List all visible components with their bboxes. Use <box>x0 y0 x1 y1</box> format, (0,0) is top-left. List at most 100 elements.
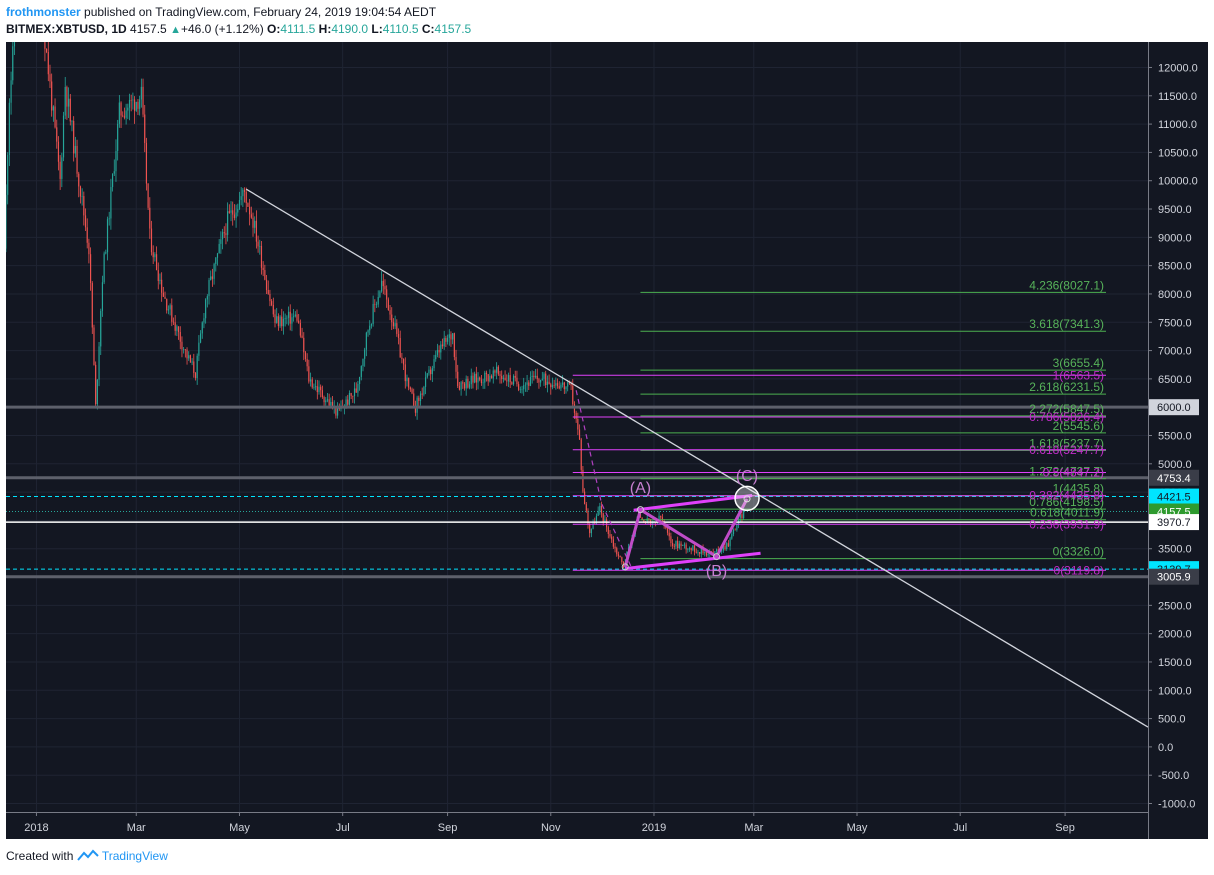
candle-up <box>198 335 200 362</box>
candle-down <box>533 371 535 381</box>
candle-down <box>269 289 271 307</box>
candle-body <box>108 218 110 220</box>
candle-body <box>221 232 224 240</box>
candle-body <box>423 386 425 395</box>
candle-body <box>402 359 405 365</box>
candle-up <box>604 515 606 522</box>
candle-down <box>123 107 126 120</box>
candle-body <box>284 318 286 319</box>
candle-down <box>161 272 163 302</box>
candle-down <box>296 309 298 323</box>
candle-body <box>737 517 740 525</box>
candle-down <box>671 539 674 549</box>
price-tick-label: 10000.0 <box>1158 176 1198 188</box>
candle-body <box>440 344 442 353</box>
candle-down <box>518 381 520 392</box>
candle-body <box>252 217 254 228</box>
candle-body <box>233 214 235 218</box>
candle-body <box>616 548 618 555</box>
candle-body <box>546 381 548 385</box>
candle-body <box>587 510 589 525</box>
price-tick-label: 1000.0 <box>1158 685 1192 697</box>
candle-body <box>51 81 53 111</box>
candle-up <box>213 262 215 285</box>
candle-down <box>472 372 474 389</box>
candle-down <box>445 335 447 348</box>
author-name[interactable]: frothmonster <box>6 5 81 19</box>
price-tag-label-3970.7: 3970.7 <box>1157 517 1191 529</box>
tradingview-brand[interactable]: TradingView <box>101 849 168 863</box>
candle-up <box>512 374 515 386</box>
candle-down <box>350 392 352 400</box>
candle-up <box>436 343 439 358</box>
candle-body <box>521 389 523 390</box>
candle-body <box>159 279 161 281</box>
chart-header: frothmonster published on TradingView.co… <box>0 0 1214 42</box>
candle-down <box>301 327 303 339</box>
candle-body <box>595 515 598 524</box>
candle-body <box>130 99 132 101</box>
candle-up <box>205 298 207 324</box>
price-tick-label: 0.0 <box>1158 742 1173 754</box>
candle-down <box>580 437 582 475</box>
candle-body <box>682 544 684 546</box>
candle-down <box>267 280 269 295</box>
candle-up <box>555 377 557 390</box>
time-axis-bg <box>6 812 1148 839</box>
candle-up <box>111 173 114 192</box>
candle-body <box>282 318 285 327</box>
candle-body <box>100 310 102 347</box>
candle-up <box>560 382 562 391</box>
candle-down <box>189 354 192 363</box>
candle-body <box>142 86 144 115</box>
candle-body <box>382 280 384 287</box>
candle-down <box>84 208 87 232</box>
candle-body <box>702 548 704 554</box>
candle-body <box>367 330 369 333</box>
candle-down <box>609 530 611 539</box>
price-tick-label: 9000.0 <box>1158 232 1192 244</box>
candle-down <box>298 314 300 324</box>
candle-up <box>10 71 12 115</box>
candle-body <box>240 196 242 200</box>
candle-body <box>494 370 496 373</box>
candle-body <box>355 388 357 393</box>
candle-body <box>545 373 547 385</box>
candle-body <box>335 406 337 416</box>
candle-body <box>286 317 288 319</box>
candle-down <box>323 395 325 407</box>
candle-down <box>66 85 68 120</box>
candle-down <box>397 328 400 345</box>
grid-lines <box>6 42 1148 812</box>
candle-body <box>668 532 670 537</box>
candle-up <box>259 239 261 255</box>
candle-up <box>110 178 112 230</box>
candle-down <box>56 119 58 149</box>
candle-down <box>47 42 49 82</box>
candle-down <box>303 332 305 361</box>
candle-up <box>367 329 369 337</box>
candle-up <box>117 119 119 161</box>
price-tag-bg-4753.4 <box>1149 469 1199 486</box>
candle-body <box>619 555 621 558</box>
fib-ext-label: 4.236(8027.1) <box>1029 278 1104 292</box>
chart-canvas[interactable]: 4.236(8027.1) 3.618(7341.3) 3(6655.4) 2.618… <box>6 42 1208 839</box>
candle-down <box>93 324 95 366</box>
fib-ext-label: 2(5545.6) <box>1053 419 1104 433</box>
candle-up <box>507 372 510 388</box>
candle-down <box>553 379 555 389</box>
candle-body <box>291 317 293 324</box>
candle-up <box>191 358 193 366</box>
candle-up <box>452 333 454 345</box>
candle-body <box>238 199 241 210</box>
candle-up <box>291 313 293 332</box>
candle-body <box>369 325 371 331</box>
candle-down <box>211 268 213 287</box>
candle-body <box>699 552 701 554</box>
candle-down <box>44 42 46 62</box>
candle-up <box>521 385 523 394</box>
candle-down <box>311 377 313 389</box>
chart-area[interactable]: 4.236(8027.1) 3.618(7341.3) 3(6655.4) 2.618… <box>6 42 1208 839</box>
candle-body <box>450 334 452 340</box>
candle-up <box>369 320 371 335</box>
